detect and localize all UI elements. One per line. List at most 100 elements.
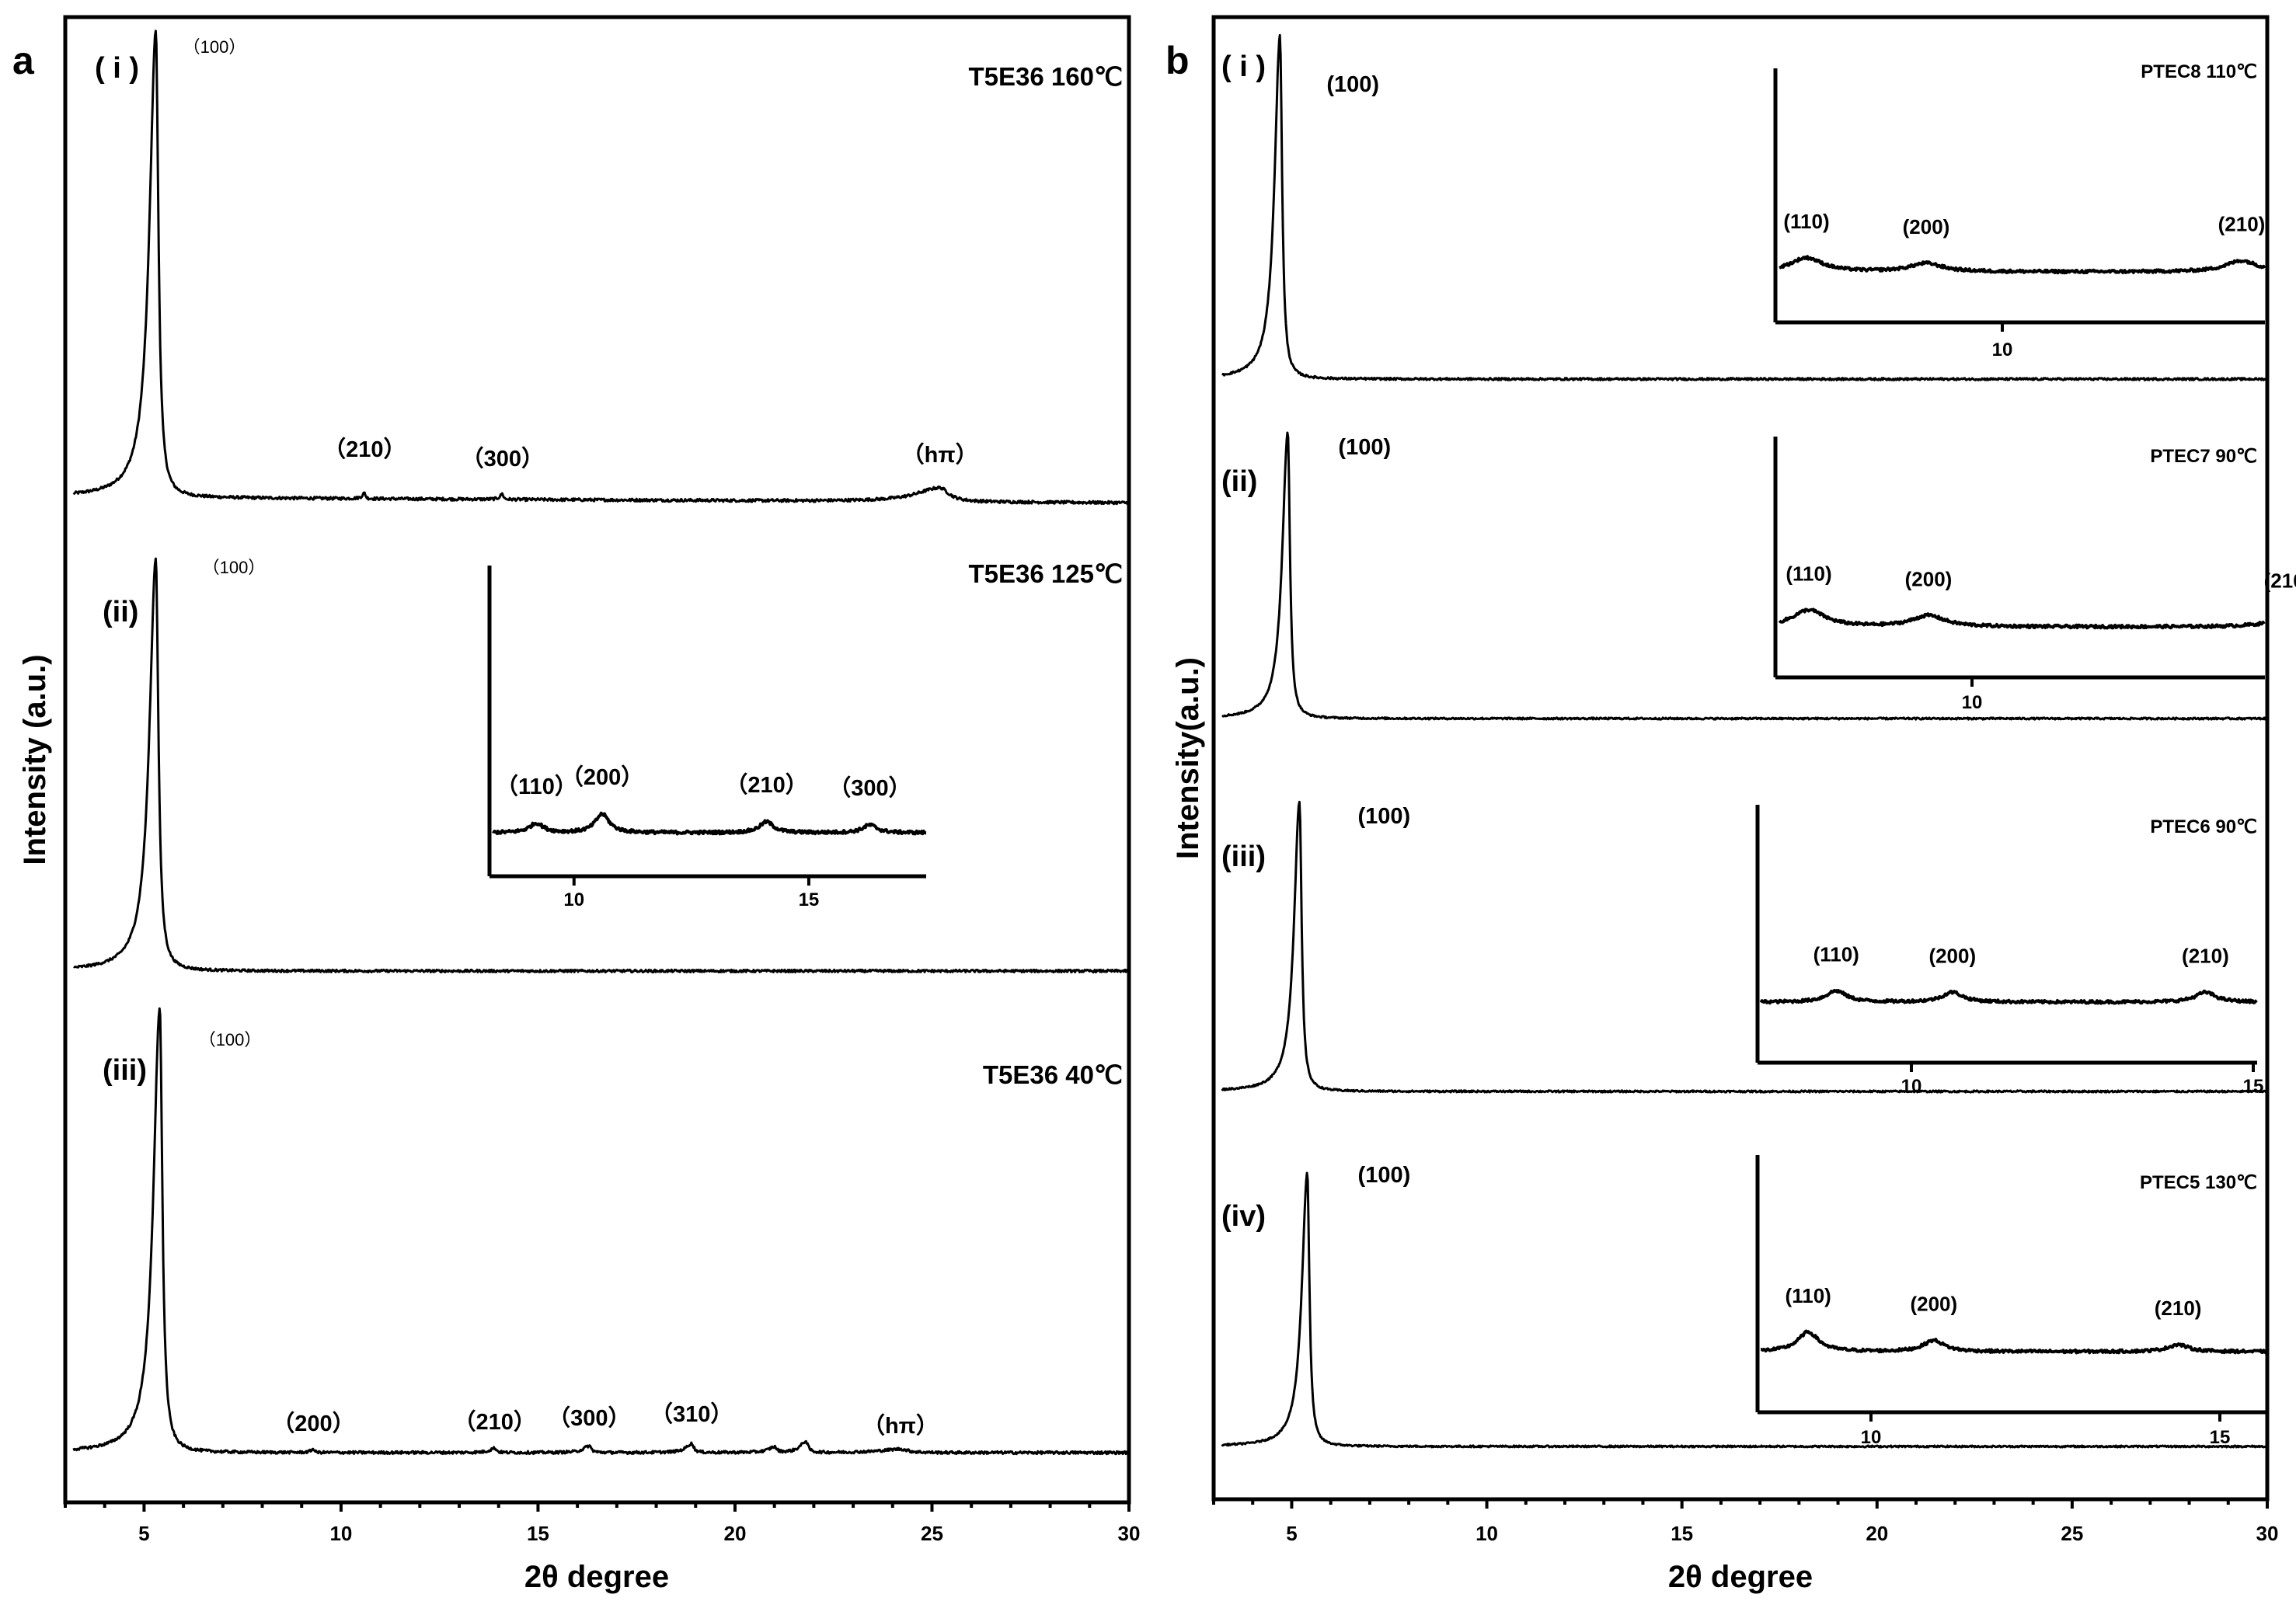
- inset-x-tick-label: 10: [1861, 1427, 1882, 1448]
- inset-peak-label: (200): [1910, 1293, 1957, 1316]
- y-axis-label: Intensity (a.u.): [18, 654, 52, 865]
- inset-peak-label: （300）: [828, 775, 911, 801]
- inset-peak-label: (110): [1783, 210, 1829, 233]
- peak-label: （200）: [272, 1411, 354, 1436]
- inset-peak-label: (210): [2155, 1297, 2202, 1320]
- series-3: (iii) PTEC6 90℃ (100) 10 15 (110) (200) (210): [1221, 800, 2269, 1097]
- x-tick-label: 10: [1476, 1522, 1498, 1545]
- inset-peak-label: (210): [2218, 213, 2266, 236]
- inset-peak-label: （200）: [561, 764, 643, 790]
- peak-label: (100): [1338, 435, 1391, 460]
- peak-label: （210）: [323, 437, 406, 462]
- plot-frame: [63, 15, 1131, 1505]
- series-3: (iii) T5E36 40℃ （100） （200） （210） （300） （310） （…: [72, 1007, 1131, 1456]
- inset-x-tick-label: 10: [563, 889, 584, 910]
- peak-label: （300）: [548, 1405, 630, 1431]
- peak-label: （310）: [650, 1401, 733, 1427]
- sample-label: PTEC5 130℃: [2140, 1172, 2257, 1193]
- inset-x-tick-label: 15: [2243, 1076, 2264, 1097]
- series-roman-label: ( i ): [95, 52, 139, 85]
- series-roman-label: (iv): [1221, 1200, 1266, 1233]
- sample-label: PTEC6 90℃: [2150, 816, 2257, 837]
- peak-label: （210）: [453, 1409, 535, 1435]
- panel-a: 5 10 15 20 25 30 2θ degree Intensity (a.u.) a ( i…: [12, 15, 1141, 1594]
- x-tick-label: 10: [329, 1522, 352, 1545]
- inset-peak-label: (110): [1786, 1284, 1831, 1307]
- inset-x-tick-label: 15: [799, 889, 820, 910]
- inset-peak-label: (210): [2182, 944, 2229, 967]
- x-tick-label: 20: [1866, 1522, 1888, 1545]
- inset-peak-label: （110）: [496, 774, 577, 799]
- x-tick-label: 5: [138, 1522, 149, 1545]
- series-roman-label: ( i ): [1221, 50, 1266, 83]
- inset: 10 (110) (200) (210): [1773, 437, 2296, 713]
- inset-trace: [1778, 607, 2266, 630]
- x-axis-label: 2θ degree: [524, 1560, 669, 1594]
- series-1: ( i ) T5E36 160℃ （100） （210） （300） （hπ）: [72, 30, 1131, 506]
- inset-x-tick-label: 10: [1901, 1076, 1922, 1097]
- inset-peak-label: (200): [1905, 568, 1953, 591]
- plot-frame: [1211, 15, 2270, 1502]
- x-tick-label: 25: [2061, 1522, 2083, 1545]
- series-1: ( i ) PTEC8 110℃ (100) 10 (110) (200) (210): [1221, 33, 2268, 381]
- inset: 10 15 (110) (200) (210): [1755, 805, 2264, 1097]
- x-tick-label: 30: [2256, 1522, 2279, 1545]
- series-roman-label: (iii): [103, 1054, 147, 1087]
- inset-peak-label: (110): [1786, 562, 1831, 585]
- xrd-trace: [1221, 1171, 2268, 1449]
- x-tick-label: 20: [724, 1522, 747, 1545]
- x-tick-label: 25: [921, 1522, 943, 1545]
- x-tick-label: 5: [1286, 1522, 1297, 1545]
- peak-label: (100): [1357, 804, 1410, 829]
- peak-label: （300）: [462, 446, 544, 472]
- peak-label: （100）: [183, 37, 246, 57]
- series-2: (ii) T5E36 125℃ （100） 10 15 （110）（200） （210） （3…: [73, 557, 1130, 974]
- sample-label: PTEC7 90℃: [2150, 446, 2257, 467]
- peak-label: (100): [1358, 1163, 1411, 1188]
- xrd-trace: [1221, 431, 2268, 721]
- sample-label: T5E36 125℃: [968, 559, 1123, 588]
- series-4: (iv) PTEC5 130℃ (100) 10 15 (110) (200) (210): [1221, 1155, 2269, 1449]
- inset-peak-label: (110): [1813, 943, 1859, 966]
- inset: 10 (110) (200) (210): [1773, 68, 2266, 360]
- xrd-trace: [72, 1007, 1131, 1456]
- panel-letter: b: [1165, 39, 1190, 82]
- panel-letter: a: [12, 39, 35, 82]
- sample-label: PTEC8 110℃: [2141, 61, 2257, 82]
- inset-x-tick-label: 10: [1992, 339, 2013, 360]
- inset-trace: [1760, 1329, 2269, 1355]
- peak-label: （hπ）: [862, 1413, 939, 1439]
- inset: 10 15 (110) (200) (210): [1755, 1155, 2269, 1448]
- xrd-trace: [73, 557, 1130, 974]
- x-tick-label: 15: [527, 1522, 549, 1545]
- inset-peak-label: （210）: [725, 772, 807, 798]
- xrd-trace: [1221, 33, 2268, 381]
- xrd-trace: [72, 30, 1131, 506]
- sample-label: T5E36 160℃: [968, 62, 1123, 91]
- inset-peak-label: (210): [2264, 569, 2296, 592]
- inset: 10 15 （110）（200） （210） （300）: [487, 566, 927, 910]
- sample-label: T5E36 40℃: [983, 1060, 1123, 1089]
- inset-x-tick-label: 15: [2210, 1427, 2231, 1448]
- inset-trace: [1759, 989, 2258, 1005]
- inset-trace: [1779, 255, 2266, 275]
- peak-label: (100): [1326, 72, 1379, 97]
- inset-x-tick-label: 10: [1962, 692, 1983, 713]
- series-roman-label: (iii): [1221, 841, 1266, 873]
- inset-trace: [492, 811, 927, 836]
- xrd-trace: [1221, 800, 2269, 1094]
- inset-peak-label: (200): [1903, 215, 1950, 238]
- series-roman-label: (ii): [103, 596, 138, 628]
- peak-label: （100）: [203, 558, 266, 577]
- inset-peak-label: (200): [1928, 944, 1976, 967]
- x-tick-label: 30: [1118, 1522, 1141, 1545]
- peak-label: （hπ）: [902, 442, 978, 468]
- series-roman-label: (ii): [1221, 465, 1257, 498]
- x-tick-label: 15: [1671, 1522, 1693, 1545]
- series-2: (ii) PTEC7 90℃ (100) 10 (110) (200) (210): [1221, 431, 2296, 721]
- panel-b: 5 10 15 20 25 30 2θ degree Intensity(a.u.) b ( i …: [1165, 15, 2296, 1594]
- y-axis-label: Intensity(a.u.): [1171, 657, 1205, 859]
- x-axis-label: 2θ degree: [1668, 1560, 1813, 1594]
- peak-label: （100）: [199, 1030, 262, 1049]
